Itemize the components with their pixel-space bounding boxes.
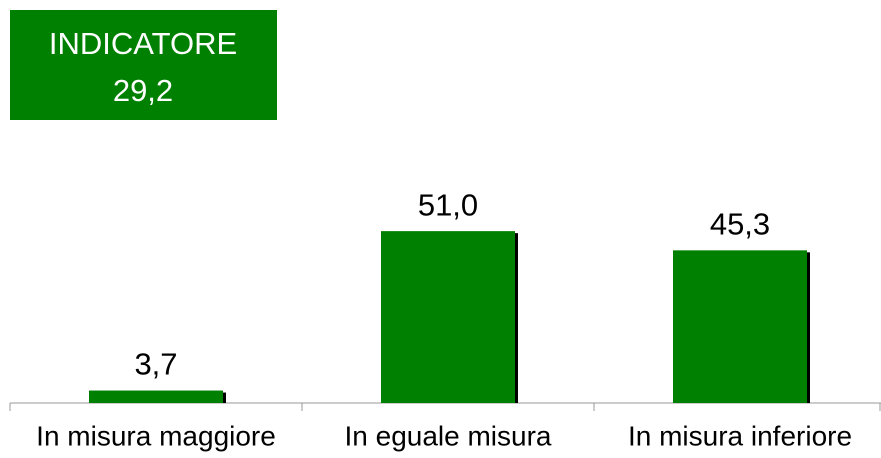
indicator-label: INDICATORE bbox=[49, 26, 237, 61]
indicator-box bbox=[10, 10, 277, 120]
value-label: 51,0 bbox=[418, 187, 478, 222]
bar bbox=[89, 390, 223, 403]
x-tick-label: In misura maggiore bbox=[36, 420, 276, 451]
value-label: 3,7 bbox=[134, 347, 177, 382]
indicator-value: 29,2 bbox=[113, 73, 173, 108]
x-tick-label: In eguale misura bbox=[344, 420, 551, 451]
bar bbox=[381, 231, 515, 403]
x-tick-label: In misura inferiore bbox=[628, 420, 852, 451]
value-label: 45,3 bbox=[710, 207, 770, 242]
bar bbox=[673, 250, 807, 403]
